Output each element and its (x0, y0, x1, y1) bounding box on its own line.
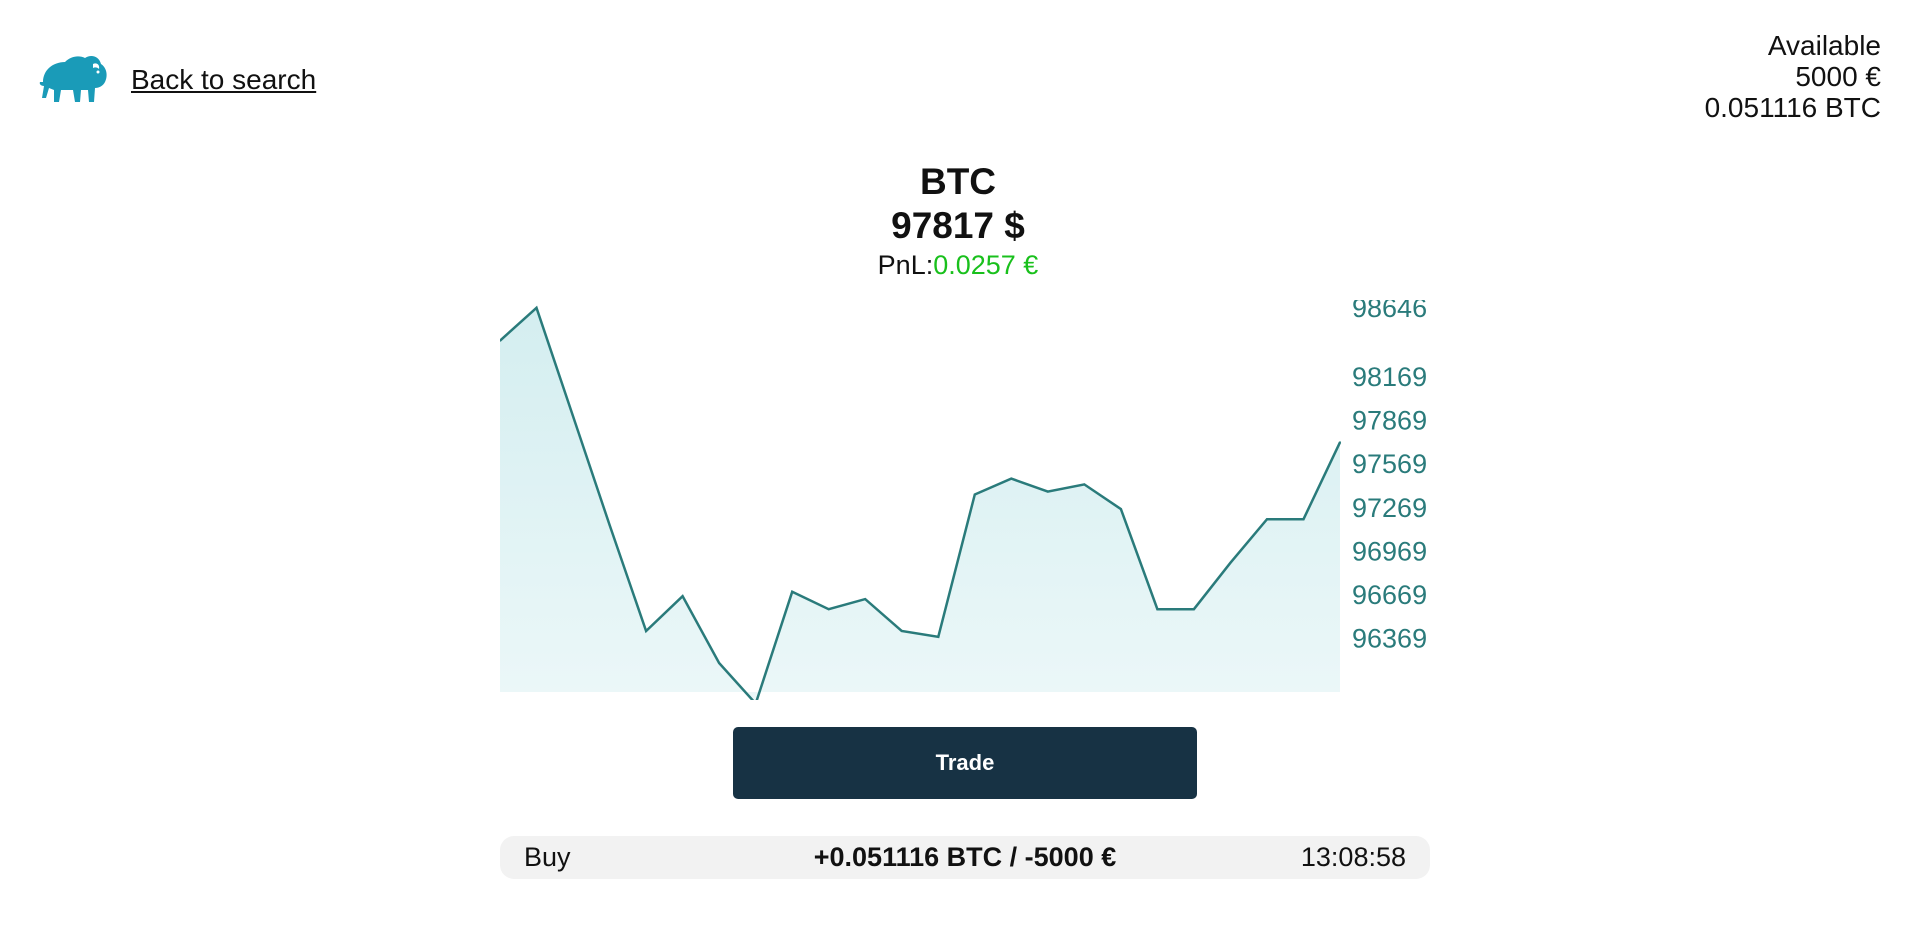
asset-symbol: BTC (919, 161, 997, 202)
chart-point-22 (1302, 518, 1305, 521)
y-tick-label-3: 97569 (1352, 449, 1427, 479)
chart-point-5 (681, 595, 684, 598)
chart-area-fill (500, 307, 1340, 700)
chart-point-6 (718, 662, 721, 664)
chart-point-8 (791, 590, 794, 593)
chart-point-1 (535, 306, 538, 309)
y-tick-label-7: 96369 (1352, 623, 1427, 653)
chart-price-line (500, 305, 1342, 700)
y-tick-label-5: 96969 (1352, 536, 1427, 566)
chart-point-2 (572, 415, 574, 418)
chart-point-17 (1119, 508, 1122, 511)
chart-point-20 (1229, 561, 1232, 564)
trade-side: Buy (524, 842, 571, 872)
chart-point-18 (1156, 608, 1159, 611)
chart-point-11 (900, 630, 903, 632)
balance-eur: 5000 € (1795, 61, 1881, 92)
y-tick-label-4: 97269 (1352, 493, 1427, 523)
chart-point-12 (937, 635, 940, 638)
chart-point-15 (1046, 490, 1049, 493)
balance-btc: 0.051116 BTC (1704, 92, 1881, 123)
chart-point-14 (1010, 477, 1013, 480)
chart-point-19 (1192, 608, 1195, 611)
trade-time: 13:08:58 (1300, 842, 1406, 872)
y-tick-label-2: 97869 (1352, 406, 1427, 436)
chart-point-9 (827, 608, 830, 611)
back-to-search-link[interactable]: Back to search (131, 64, 317, 95)
asset-price: 97817 $ (891, 205, 1025, 246)
bison-logo-icon (39, 56, 107, 102)
chart-point-10 (864, 598, 867, 601)
chart-point-13 (973, 493, 976, 496)
trade-history-row: Buy +0.051116 BTC / -5000 € 13:08:58 (500, 836, 1430, 879)
header-nav: Back to search (37, 52, 316, 108)
pnl-value: 0.0257 € (933, 250, 1039, 280)
balance-label: Available (1767, 30, 1881, 61)
asset-summary: BTC 97817 $ PnL:0.0257 € (0, 160, 1916, 282)
trade-amount: +0.051116 BTC / -5000 € (813, 842, 1117, 872)
pnl-line: PnL:0.0257 € (0, 248, 1916, 282)
chart-point-0 (500, 339, 501, 342)
pnl-label: PnL: (877, 250, 934, 280)
available-balance: Available 5000 € 0.051116 BTC (1705, 30, 1881, 123)
chart-point-4 (645, 630, 648, 632)
chart-point-16 (1083, 483, 1086, 486)
chart-point-23 (1339, 441, 1341, 444)
chart-point-21 (1266, 518, 1268, 521)
y-tick-label-0: 98646 (1352, 300, 1427, 323)
y-tick-label-1: 98169 (1352, 362, 1427, 392)
y-tick-label-6: 96669 (1352, 580, 1427, 610)
chart-point-3 (608, 524, 611, 526)
trade-button[interactable]: Trade (733, 727, 1197, 799)
price-chart: 98646 98169 97869 97569 97269 96969 96669 96369 (500, 300, 1427, 700)
